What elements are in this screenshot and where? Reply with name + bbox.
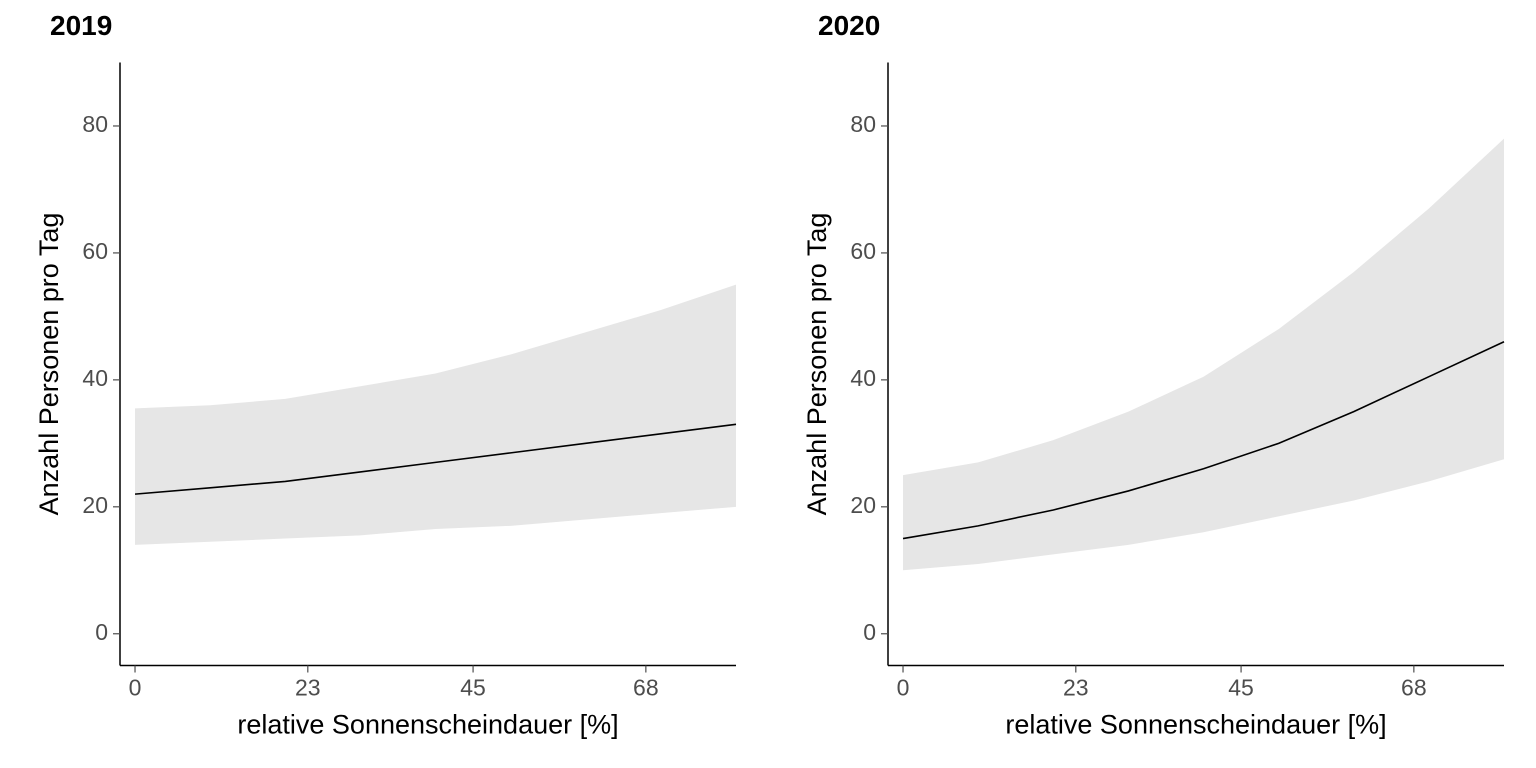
- y-tick-label: 80: [82, 111, 108, 137]
- y-axis-label: Anzahl Personen pro Tag: [802, 213, 832, 516]
- y-tick-label: 20: [82, 492, 108, 518]
- y-tick-label: 20: [850, 492, 876, 518]
- panel-title: 2019: [20, 10, 748, 42]
- chart-container: 2019 0 20 40 60 80 0 23 45 68 Anzahl Personen pro…: [0, 0, 1536, 768]
- panel-title: 2020: [788, 10, 1516, 42]
- x-tick-label: 23: [295, 675, 321, 701]
- x-tick-label: 45: [1228, 675, 1254, 701]
- y-tick-label: 60: [82, 238, 108, 264]
- plot-area-2020: 0 20 40 60 80 0 23 45 68 Anzahl Personen pro Tag r…: [788, 50, 1516, 763]
- confidence-ribbon: [903, 139, 1504, 571]
- y-tick-label: 0: [863, 619, 876, 645]
- y-tick-label: 80: [850, 111, 876, 137]
- y-tick-label: 60: [850, 238, 876, 264]
- chart-svg-2020: 0 20 40 60 80 0 23 45 68 Anzahl Personen pro Tag r…: [788, 50, 1516, 763]
- y-tick-label: 40: [82, 365, 108, 391]
- x-tick-label: 23: [1063, 675, 1089, 701]
- x-axis-label: relative Sonnenscheindauer [%]: [237, 710, 618, 740]
- x-tick-label: 45: [460, 675, 486, 701]
- y-tick-label: 40: [850, 365, 876, 391]
- panel-2020: 2020 0 20 40 60 80 0 23 45 68 Anzahl Personen pro…: [768, 0, 1536, 768]
- chart-svg-2019: 0 20 40 60 80 0 23 45 68 Anzahl Personen pro Tag r…: [20, 50, 748, 763]
- x-axis-label: relative Sonnenscheindauer [%]: [1005, 710, 1386, 740]
- x-tick-label: 0: [129, 675, 142, 701]
- y-axis-label: Anzahl Personen pro Tag: [34, 213, 64, 516]
- y-tick-label: 0: [95, 619, 108, 645]
- x-tick-label: 68: [1401, 675, 1427, 701]
- confidence-ribbon: [135, 285, 736, 545]
- plot-area-2019: 0 20 40 60 80 0 23 45 68 Anzahl Personen pro Tag r…: [20, 50, 748, 763]
- x-tick-label: 0: [897, 675, 910, 701]
- x-tick-label: 68: [633, 675, 659, 701]
- panel-2019: 2019 0 20 40 60 80 0 23 45 68 Anzahl Personen pro…: [0, 0, 768, 768]
